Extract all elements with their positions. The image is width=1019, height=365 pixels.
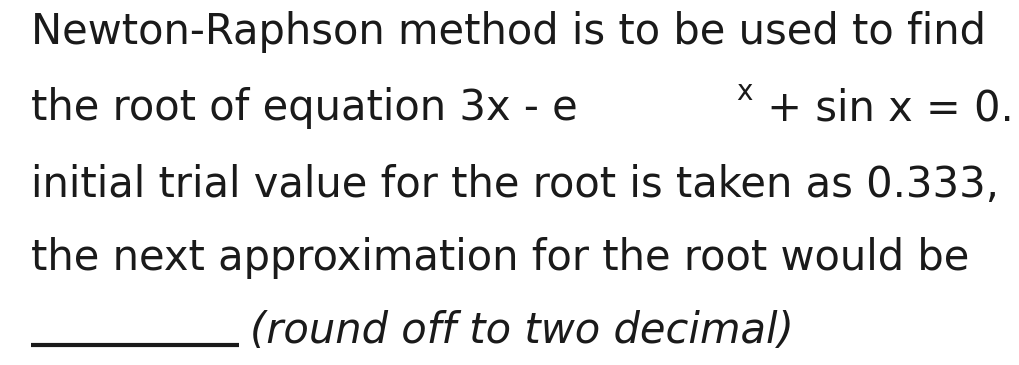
Text: the root of equation 3x - e: the root of equation 3x - e [31, 88, 578, 130]
Text: Newton-Raphson method is to be used to find: Newton-Raphson method is to be used to f… [31, 11, 985, 53]
Text: + sin x = 0. If the: + sin x = 0. If the [754, 88, 1019, 130]
Text: the next approximation for the root would be: the next approximation for the root woul… [31, 237, 969, 279]
Text: initial trial value for the root is taken as 0.333,: initial trial value for the root is take… [31, 164, 999, 206]
Text: (round off to two decimal): (round off to two decimal) [250, 310, 794, 352]
Text: x: x [736, 78, 752, 106]
